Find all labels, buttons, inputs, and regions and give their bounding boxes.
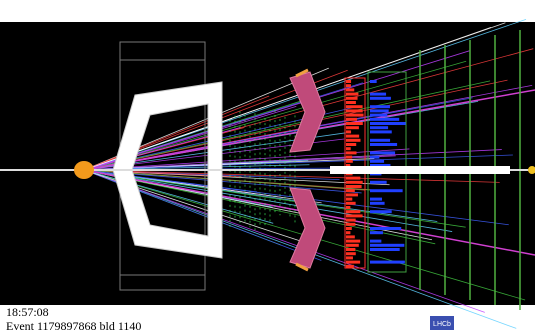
ecal-hit — [346, 139, 361, 142]
ecal-hit — [346, 185, 362, 188]
hcal-hit — [370, 143, 397, 146]
event-info: Event 1179897868 bld 1140 — [6, 319, 141, 333]
hcal-hit — [370, 248, 400, 251]
hcal-hit — [370, 151, 395, 154]
hcal-hit — [370, 227, 401, 230]
ecal-hit — [346, 231, 350, 234]
hcal-hit — [370, 202, 385, 205]
hcal-hit — [370, 118, 399, 121]
ecal-hit — [346, 135, 359, 138]
hcal-hit — [370, 97, 391, 100]
ecal-hit — [346, 156, 352, 159]
hcal-hit — [370, 105, 390, 108]
page: 18:57:08 Event 1179897868 bld 1140 LHCb … — [0, 0, 535, 335]
hcal-hit — [370, 139, 390, 142]
ecal-hit — [346, 109, 363, 112]
ecal-hit — [346, 248, 355, 251]
hcal-hit — [370, 189, 403, 192]
hcal-hit — [370, 240, 381, 243]
ecal-hit — [346, 244, 359, 247]
ecal-hit — [346, 223, 355, 226]
ecal-hit — [346, 126, 359, 129]
ecal-hit — [346, 160, 353, 163]
hcal-hit — [370, 261, 405, 264]
event-display: 18:57:08 Event 1179897868 bld 1140 LHCb — [0, 0, 535, 335]
ecal-hit — [346, 114, 364, 117]
vertex-detector — [74, 161, 94, 179]
ecal-hit — [346, 198, 352, 201]
ecal-hit — [346, 256, 353, 259]
ecal-hit — [346, 97, 358, 100]
ecal-hit — [346, 84, 351, 87]
ecal-hit — [346, 130, 351, 133]
hcal-hit — [370, 210, 392, 213]
ecal-hit — [346, 202, 356, 205]
ecal-hit — [346, 193, 358, 196]
ecal-hit — [346, 219, 356, 222]
hcal-hit — [370, 122, 406, 125]
hcal-hit — [370, 160, 384, 163]
ecal-hit — [346, 147, 351, 150]
ecal-hit — [346, 214, 363, 217]
ecal-hit — [346, 93, 358, 96]
ecal-hit — [346, 143, 356, 146]
hcal-hit — [370, 181, 387, 184]
ecal-hit — [346, 240, 360, 243]
hcal-hit — [370, 156, 379, 159]
ecal-hit — [346, 80, 351, 83]
ecal-hit — [346, 118, 357, 121]
hcal-hit — [370, 198, 382, 201]
hcal-hit — [370, 126, 388, 129]
logo: LHCb — [433, 321, 451, 328]
ecal-hit — [346, 252, 356, 255]
ecal-hit — [346, 210, 360, 213]
hcal-hit — [370, 93, 386, 96]
ecal-hit — [346, 151, 357, 154]
ecal-hit — [346, 101, 356, 104]
ecal-hit — [346, 261, 360, 264]
hcal-hit — [370, 114, 387, 117]
ecal-hit — [346, 265, 354, 268]
ecal-hit — [346, 88, 354, 91]
ecal-hit — [346, 177, 360, 180]
hcal-hit — [370, 231, 383, 234]
ecal-hit — [346, 181, 363, 184]
ecal-hit — [346, 122, 363, 125]
hcal-hit — [370, 130, 392, 133]
ecal-hit — [346, 189, 355, 192]
hcal-hit — [370, 109, 389, 112]
hcal-hit — [370, 244, 404, 247]
time: 18:57:08 — [6, 305, 49, 319]
ecal-hit — [346, 227, 352, 230]
hcal-hit — [370, 80, 377, 83]
ecal-hit — [346, 105, 363, 108]
ecal-hit — [346, 235, 355, 238]
beam-pipe — [330, 166, 510, 174]
ecal-hit — [346, 206, 350, 209]
